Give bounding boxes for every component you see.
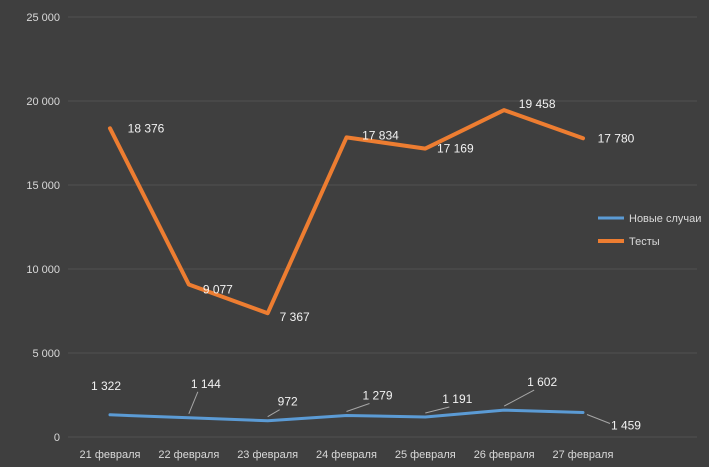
x-axis-tick-label: 26 февраля [474, 449, 535, 461]
series-lines [108, 108, 585, 423]
gridlines [68, 16, 697, 438]
data-label-leader-lines [188, 389, 611, 424]
data-label-leader [267, 409, 280, 418]
x-axis-tick-label: 27 февраля [553, 449, 614, 461]
data-label: 7 367 [280, 310, 310, 324]
data-label: 1 279 [362, 389, 392, 403]
series-line-1 [108, 108, 585, 316]
x-axis-labels: 21 февраля 22 февраля 23 февраля 24 февраля… [80, 449, 614, 461]
data-label-leader [425, 406, 450, 414]
data-label: 1 191 [442, 392, 472, 406]
data-label-leader [188, 391, 199, 414]
data-label-leader [503, 389, 535, 407]
data-label: 17 780 [598, 131, 635, 145]
x-axis-tick-label: 21 февраля [80, 449, 141, 461]
data-label: 17 169 [437, 142, 474, 156]
data-label: 17 834 [362, 128, 399, 142]
data-label: 18 376 [128, 121, 165, 135]
data-label: 1 322 [91, 379, 121, 393]
legend-label: Новые случаи [629, 213, 701, 225]
data-label: 1 602 [527, 375, 557, 389]
data-label: 9 077 [203, 283, 233, 297]
data-label: 19 458 [519, 97, 556, 111]
x-axis-tick-label: 23 февраля [237, 449, 298, 461]
legend: Новые случаи Тесты [598, 213, 701, 248]
x-axis-tick-label: 24 февраля [316, 449, 377, 461]
legend-item-1: Тесты [598, 236, 660, 248]
y-axis-tick-label: 20 000 [26, 96, 60, 108]
y-axis-tick-label: 10 000 [26, 264, 60, 276]
y-axis-labels: 0 5 000 10 000 15 000 20 000 25 000 [26, 12, 60, 444]
legend-item-0: Новые случаи [598, 213, 701, 225]
data-label: 1 459 [611, 418, 641, 432]
data-label: 1 144 [191, 377, 221, 391]
legend-label: Тесты [629, 236, 660, 248]
data-label: 972 [278, 395, 298, 409]
x-axis-tick-label: 25 февраля [395, 449, 456, 461]
y-axis-tick-label: 5 000 [32, 348, 60, 360]
y-axis-tick-label: 0 [54, 432, 60, 444]
y-axis-tick-label: 25 000 [26, 12, 60, 24]
data-label-leader [346, 403, 370, 412]
data-label-leader [586, 414, 611, 424]
y-axis-tick-label: 15 000 [26, 180, 60, 192]
series-line-0 [108, 408, 585, 423]
data-labels: 1 322 1 144 972 1 279 1 191 1 602 1 459 18 376 9… [91, 97, 641, 432]
x-axis-tick-label: 22 февраля [158, 449, 219, 461]
